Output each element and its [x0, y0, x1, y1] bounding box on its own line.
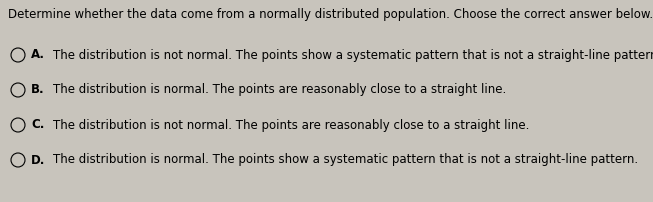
Text: Determine whether the data come from a normally distributed population. Choose t: Determine whether the data come from a n… — [8, 8, 653, 21]
Circle shape — [11, 83, 25, 97]
Text: The distribution is normal. The points show a systematic pattern that is not a s: The distribution is normal. The points s… — [53, 154, 638, 166]
Text: C.: C. — [31, 119, 44, 132]
Text: The distribution is not normal. The points are reasonably close to a straight li: The distribution is not normal. The poin… — [53, 119, 530, 132]
Circle shape — [11, 118, 25, 132]
Text: A.: A. — [31, 48, 45, 61]
Circle shape — [11, 153, 25, 167]
Circle shape — [11, 48, 25, 62]
Text: The distribution is normal. The points are reasonably close to a straight line.: The distribution is normal. The points a… — [53, 83, 506, 97]
Text: The distribution is not normal. The points show a systematic pattern that is not: The distribution is not normal. The poin… — [53, 48, 653, 61]
Text: D.: D. — [31, 154, 45, 166]
Text: B.: B. — [31, 83, 44, 97]
